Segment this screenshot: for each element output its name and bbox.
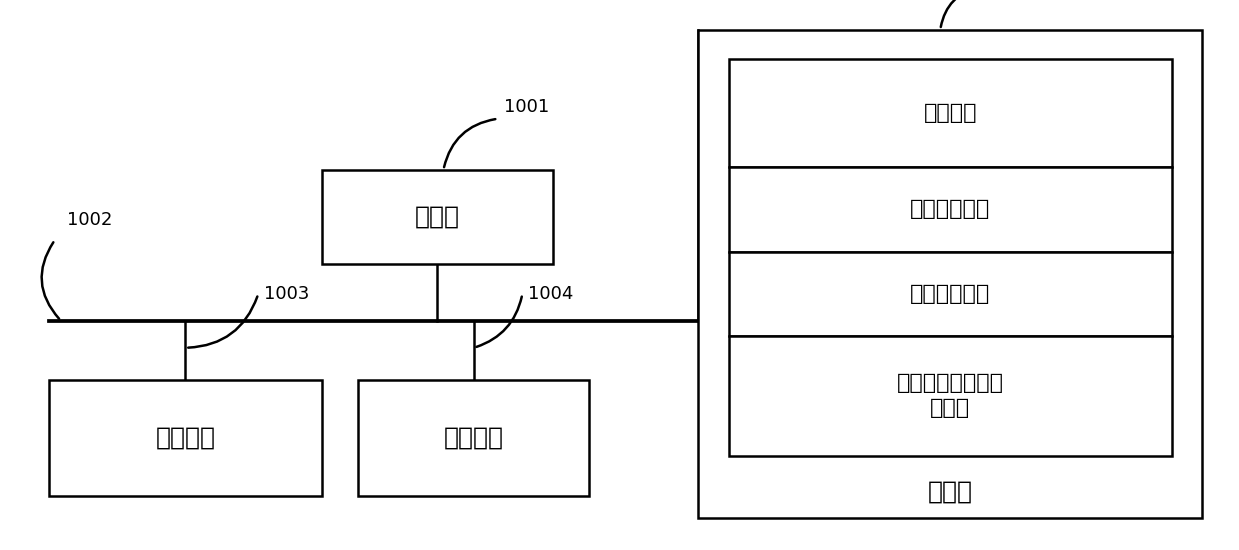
Text: 用户接口: 用户接口 (155, 426, 216, 450)
Bar (729, 167, 1172, 252)
Bar (358, 380, 589, 496)
Text: 1003: 1003 (264, 285, 310, 303)
Text: 用户接口模块: 用户接口模块 (911, 284, 990, 304)
Text: 1004: 1004 (528, 285, 574, 303)
Bar (729, 252, 1172, 336)
Text: 处理器: 处理器 (415, 205, 460, 229)
Bar (729, 336, 1172, 455)
Bar (729, 59, 1172, 167)
Bar (48, 380, 322, 496)
Text: 一拖多空调器的控
制程序: 一拖多空调器的控 制程序 (897, 373, 1004, 418)
Text: 网络通信模块: 网络通信模块 (911, 200, 990, 219)
Bar (699, 30, 1202, 518)
Bar (322, 170, 553, 264)
Text: 1001: 1001 (504, 98, 549, 116)
Text: 操作系统: 操作系统 (923, 103, 978, 123)
Text: 1002: 1002 (67, 211, 113, 229)
Text: 存储器: 存储器 (928, 480, 973, 504)
Text: 网络接口: 网络接口 (444, 426, 504, 450)
